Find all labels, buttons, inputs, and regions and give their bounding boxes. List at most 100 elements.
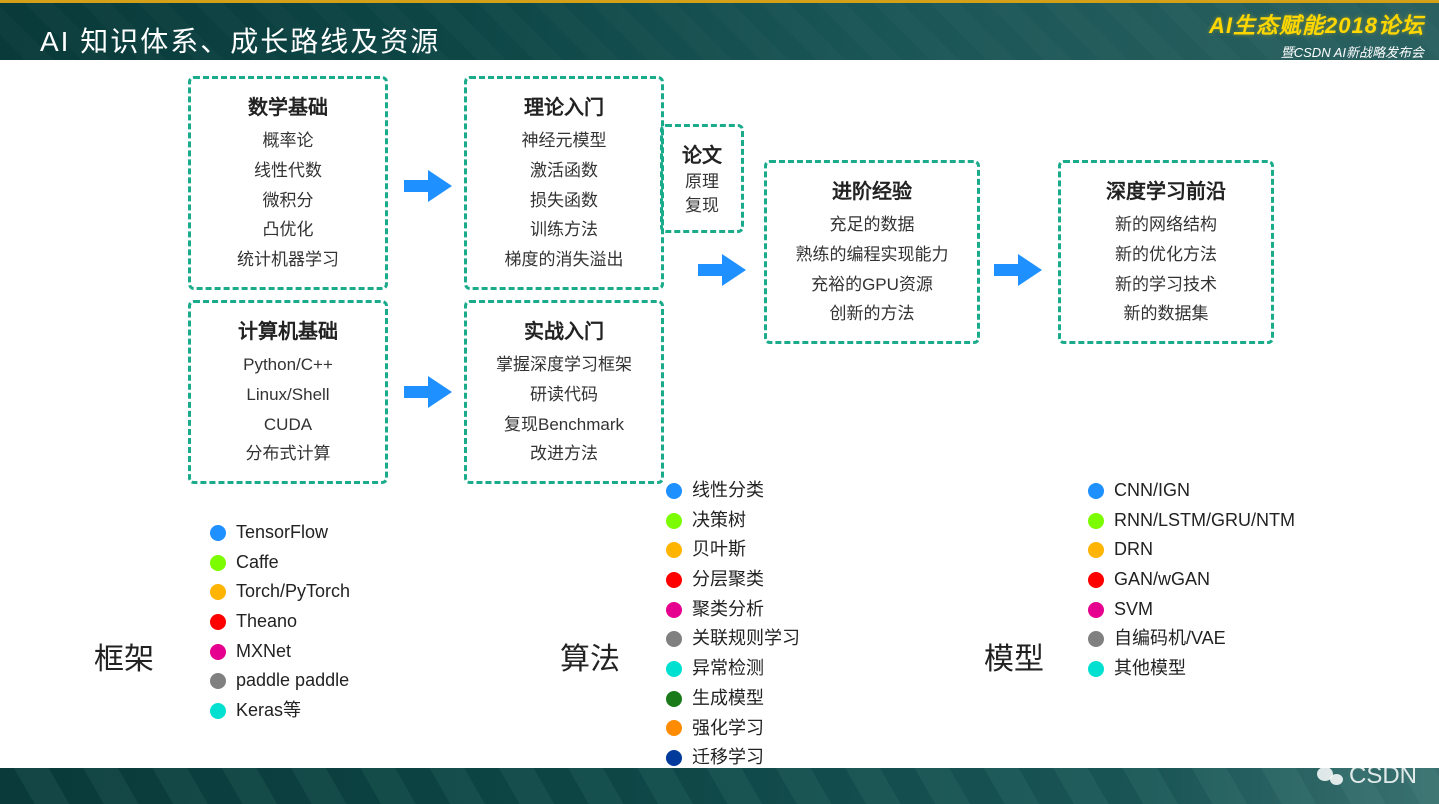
box-item: 线性代数 bbox=[209, 156, 367, 186]
bullet-dot-icon bbox=[210, 584, 226, 600]
box-item: 激活函数 bbox=[485, 156, 643, 186]
bullet-label: 其他模型 bbox=[1114, 654, 1186, 684]
box-item: 复现 bbox=[681, 194, 723, 218]
bullet-dot-icon bbox=[666, 542, 682, 558]
list-item: 贝叶斯 bbox=[666, 535, 800, 565]
box-math: 数学基础概率论线性代数微积分凸优化统计机器学习 bbox=[188, 76, 388, 290]
list-item: TensorFlow bbox=[210, 518, 350, 548]
box-title: 实战入门 bbox=[485, 315, 643, 344]
bullet-label: paddle paddle bbox=[236, 666, 349, 696]
bullet-dot-icon bbox=[666, 631, 682, 647]
bullet-label: CNN/IGN bbox=[1114, 476, 1190, 506]
bullet-label: GAN/wGAN bbox=[1114, 565, 1210, 595]
bullet-dot-icon bbox=[210, 703, 226, 719]
bullet-dot-icon bbox=[210, 673, 226, 689]
arrow-icon bbox=[400, 372, 456, 412]
box-item: 新的网络结构 bbox=[1079, 210, 1253, 240]
bullet-dot-icon bbox=[1088, 602, 1104, 618]
arrow-icon bbox=[990, 250, 1046, 290]
diagram-canvas: 数学基础概率论线性代数微积分凸优化统计机器学习计算机基础 Python/C++Li… bbox=[0, 76, 1439, 768]
arrow-icon bbox=[694, 250, 750, 290]
box-item: 神经元模型 bbox=[485, 126, 643, 156]
list-item: Caffe bbox=[210, 548, 350, 578]
bullet-label: 线性分类 bbox=[692, 476, 764, 506]
bullet-label: 贝叶斯 bbox=[692, 535, 746, 565]
box-item: 训练方法 bbox=[485, 215, 643, 245]
box-item: 微积分 bbox=[209, 186, 367, 216]
bullet-dot-icon bbox=[1088, 661, 1104, 677]
list-item: 聚类分析 bbox=[666, 595, 800, 625]
bullet-dot-icon bbox=[666, 691, 682, 707]
bullet-dot-icon bbox=[1088, 483, 1104, 499]
box-item: 概率论 bbox=[209, 126, 367, 156]
box-advance: 进阶经验充足的数据熟练的编程实现能力充裕的GPU资源创新的方法 bbox=[764, 160, 980, 344]
section-label-algorithm: 算法 bbox=[560, 634, 620, 678]
bullet-label: DRN bbox=[1114, 535, 1153, 565]
event-logo: AI生态赋能2018论坛 暨CSDN AI新战略发布会 bbox=[1209, 8, 1424, 61]
box-item: 充裕的GPU资源 bbox=[785, 270, 959, 300]
bullet-label: 自编码机/VAE bbox=[1114, 624, 1226, 654]
box-title: 理论入门 bbox=[485, 91, 643, 120]
box-item: Linux/Shell bbox=[209, 380, 367, 410]
bullet-label: Caffe bbox=[236, 548, 279, 578]
bullet-list-algorithm: 线性分类决策树贝叶斯分层聚类聚类分析关联规则学习异常检测生成模型强化学习迁移学习… bbox=[666, 476, 800, 803]
bullet-dot-icon bbox=[666, 720, 682, 736]
bullet-dot-icon bbox=[210, 614, 226, 630]
bullet-label: 关联规则学习 bbox=[692, 624, 800, 654]
wechat-icon bbox=[1317, 765, 1343, 787]
bullet-label: SVM bbox=[1114, 595, 1153, 625]
list-item: 分层聚类 bbox=[666, 565, 800, 595]
bullet-label: TensorFlow bbox=[236, 518, 328, 548]
box-item: 新的优化方法 bbox=[1079, 240, 1253, 270]
arrow-icon bbox=[400, 166, 456, 206]
bullet-dot-icon bbox=[210, 555, 226, 571]
bullet-label: 生成模型 bbox=[692, 684, 764, 714]
box-item: 统计机器学习 bbox=[209, 245, 367, 275]
bullet-label: MXNet bbox=[236, 637, 291, 667]
list-item: 生成模型 bbox=[666, 684, 800, 714]
section-label-framework: 框架 bbox=[94, 634, 154, 678]
bullet-dot-icon bbox=[1088, 513, 1104, 529]
box-title: 计算机基础 bbox=[209, 315, 367, 344]
page-title: AI 知识体系、成长路线及资源 bbox=[40, 20, 440, 60]
footer-bar bbox=[0, 768, 1439, 804]
box-item: 改进方法 bbox=[485, 439, 643, 469]
box-item: Python/C++ bbox=[209, 350, 367, 380]
bullet-dot-icon bbox=[666, 483, 682, 499]
box-title: 深度学习前沿 bbox=[1079, 175, 1253, 204]
list-item: 线性分类 bbox=[666, 476, 800, 506]
list-item: SVM bbox=[1088, 595, 1295, 625]
bullet-list-model: CNN/IGNRNN/LSTM/GRU/NTMDRNGAN/wGANSVM自编码… bbox=[1088, 476, 1295, 684]
box-item: 新的数据集 bbox=[1079, 299, 1253, 329]
box-item: 原理 bbox=[681, 170, 723, 194]
bullet-label: 决策树 bbox=[692, 506, 746, 536]
bullet-dot-icon bbox=[666, 750, 682, 766]
list-item: RNN/LSTM/GRU/NTM bbox=[1088, 506, 1295, 536]
box-theory: 理论入门神经元模型激活函数损失函数训练方法梯度的消失溢出 bbox=[464, 76, 664, 290]
box-paper: 论文原理复现 bbox=[660, 124, 744, 233]
list-item: Keras等 bbox=[210, 696, 350, 726]
bullet-label: RNN/LSTM/GRU/NTM bbox=[1114, 506, 1295, 536]
bullet-label: 强化学习 bbox=[692, 714, 764, 744]
list-item: paddle paddle bbox=[210, 666, 350, 696]
box-item: 充足的数据 bbox=[785, 210, 959, 240]
bullet-label: Torch/PyTorch bbox=[236, 577, 350, 607]
box-item: CUDA bbox=[209, 410, 367, 440]
box-item: 研读代码 bbox=[485, 380, 643, 410]
bullet-dot-icon bbox=[666, 513, 682, 529]
list-item: MXNet bbox=[210, 637, 350, 667]
logo-main: AI生态赋能2018论坛 bbox=[1209, 8, 1424, 40]
bullet-dot-icon bbox=[666, 572, 682, 588]
list-item: Theano bbox=[210, 607, 350, 637]
box-item: 新的学习技术 bbox=[1079, 270, 1253, 300]
section-label-model: 模型 bbox=[984, 634, 1044, 678]
bullet-dot-icon bbox=[666, 661, 682, 677]
bullet-dot-icon bbox=[210, 525, 226, 541]
box-cs: 计算机基础Python/C++Linux/ShellCUDA分布式计算 bbox=[188, 300, 388, 484]
box-item: 熟练的编程实现能力 bbox=[785, 240, 959, 270]
box-item: 凸优化 bbox=[209, 215, 367, 245]
list-item: 异常检测 bbox=[666, 654, 800, 684]
box-practice: 实战入门掌握深度学习框架研读代码复现Benchmark改进方法 bbox=[464, 300, 664, 484]
bullet-dot-icon bbox=[210, 644, 226, 660]
list-item: 决策树 bbox=[666, 506, 800, 536]
